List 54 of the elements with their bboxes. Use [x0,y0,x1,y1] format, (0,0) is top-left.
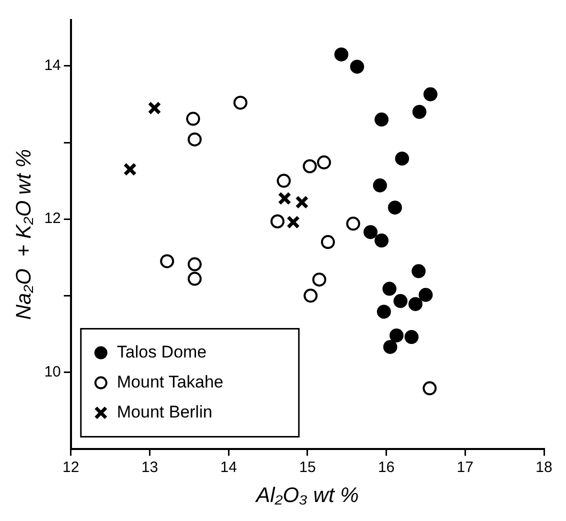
point [346,216,360,231]
point [148,101,162,115]
point [312,272,326,287]
point [350,60,364,74]
point [408,297,422,312]
point [278,192,292,206]
point [404,330,419,344]
point [412,264,426,278]
x-tick-label: 12 [62,458,80,476]
point [188,272,202,286]
x-tick-label: 16 [378,458,395,476]
x-axis-title: Al₂O₃ wt % [254,484,359,508]
point [302,159,317,174]
point [372,178,387,192]
y-tick-label: 10 [44,363,61,380]
point [188,132,202,146]
point [233,96,248,110]
point [188,257,202,272]
point [395,152,410,166]
point [374,234,389,248]
point [383,340,398,354]
point [123,162,137,176]
x-tick-label: 17 [456,458,474,476]
point [334,47,348,62]
point [376,304,391,319]
point [418,288,433,302]
x-tick-label: 14 [220,458,237,476]
point [160,254,174,268]
x-tick-label: 13 [141,458,158,476]
point [186,112,200,126]
point [304,288,318,303]
legend-label: Talos Dome [116,342,207,362]
point [422,381,437,396]
point [317,155,331,170]
point [382,282,396,296]
legend-label: Mount Berlin [116,402,212,422]
point [276,174,291,188]
point [390,328,404,342]
point [295,196,309,209]
y-tick-label: 12 [44,210,61,228]
y-tick-label: 14 [44,57,61,74]
x-tick-label: 15 [299,458,316,476]
point [388,200,402,215]
point [374,112,389,127]
point [286,215,300,229]
x-tick-label: 18 [536,458,552,476]
point [393,294,408,308]
point [423,87,438,102]
point [412,104,426,119]
point [270,214,284,228]
point [320,235,335,250]
point [364,225,378,240]
legend-label: Mount Takahe [116,372,224,392]
y-axis-title: Na₂O + K₂O wt % [12,149,36,320]
